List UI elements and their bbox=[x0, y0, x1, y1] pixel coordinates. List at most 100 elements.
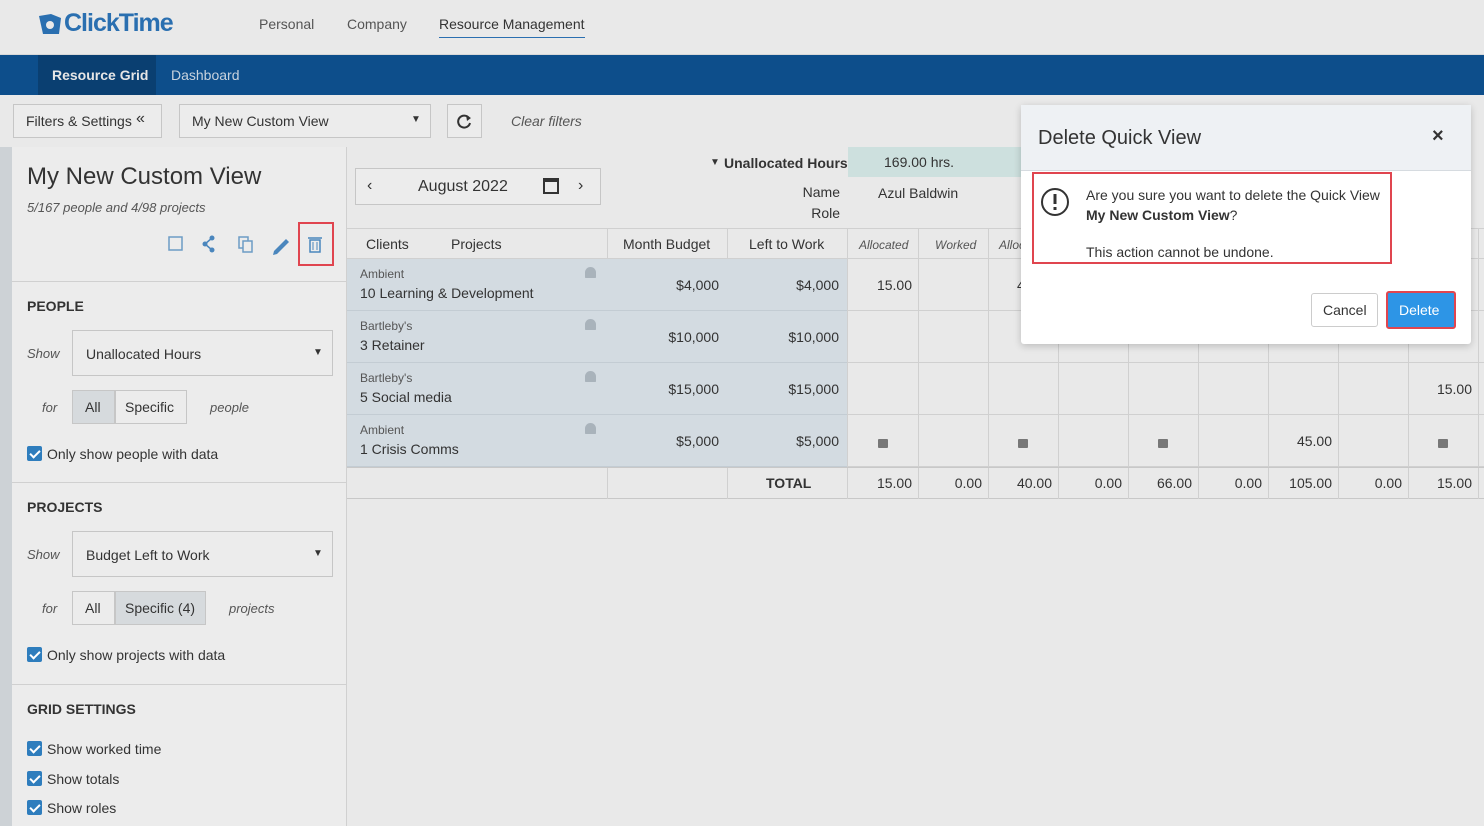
cell-value: 15.00 bbox=[876, 277, 912, 293]
row-line bbox=[848, 414, 1484, 415]
refresh-icon bbox=[457, 114, 471, 129]
dropdown-arrow: ▼ bbox=[313, 347, 323, 358]
total-value: 40.00 bbox=[1016, 475, 1052, 491]
subnav-tab[interactable]: Resource Grid bbox=[52, 67, 149, 83]
left-to-work: $5,000 bbox=[796, 433, 839, 449]
bell-icon bbox=[585, 319, 596, 330]
highlight-message bbox=[1032, 172, 1392, 264]
filters-button[interactable] bbox=[13, 104, 162, 138]
view-select[interactable] bbox=[179, 104, 431, 138]
modal-question: Are you sure you want to delete the Quic… bbox=[1086, 187, 1380, 203]
show-label: Show bbox=[27, 346, 60, 361]
subcolumn-header: Worked bbox=[935, 238, 977, 252]
row-label-cell bbox=[347, 259, 847, 311]
checkbox[interactable] bbox=[27, 770, 42, 786]
column-header: Left to Work bbox=[749, 236, 825, 252]
checkbox[interactable] bbox=[27, 647, 42, 662]
toggle-option[interactable] bbox=[115, 591, 206, 625]
month-label: August 2022 bbox=[418, 178, 508, 195]
subnav-tab[interactable]: Dashboard bbox=[171, 67, 240, 83]
delete-button[interactable] bbox=[1386, 291, 1456, 329]
lock-icon bbox=[878, 439, 888, 448]
sidebar-stripe bbox=[0, 147, 12, 826]
clear-filters[interactable]: Clear filters bbox=[511, 113, 582, 129]
for-label: for bbox=[42, 601, 58, 616]
checkbox-label: Only show people with data bbox=[47, 446, 219, 462]
logo[interactable]: ClickTime bbox=[64, 9, 174, 37]
suffix: people bbox=[210, 400, 250, 415]
total-value: 0.00 bbox=[1234, 475, 1262, 491]
modal-question-line: My New Custom View? bbox=[1086, 207, 1237, 223]
delete-icon[interactable] bbox=[308, 237, 322, 253]
nav-item-active[interactable]: Resource Management bbox=[439, 16, 585, 38]
role-label: Role bbox=[811, 205, 840, 221]
unallocated-cell bbox=[848, 147, 988, 177]
subnav-tab-active bbox=[38, 55, 156, 95]
checkbox[interactable] bbox=[27, 800, 42, 815]
save-icon[interactable] bbox=[168, 236, 183, 251]
toggle-option[interactable] bbox=[115, 390, 187, 424]
lock-icon bbox=[1438, 439, 1448, 448]
highlight-delete bbox=[298, 222, 334, 266]
view-select-value: My New Custom View bbox=[192, 113, 329, 129]
suffix: projects bbox=[229, 601, 275, 616]
section-heading: GRID SETTINGS bbox=[27, 701, 136, 717]
show-select[interactable] bbox=[72, 330, 333, 376]
calendar-icon[interactable] bbox=[543, 178, 559, 194]
month-budget: $10,000 bbox=[668, 329, 719, 345]
bell-icon bbox=[585, 423, 596, 434]
modal-close[interactable]: × bbox=[1432, 125, 1444, 147]
modal-header bbox=[1021, 105, 1471, 171]
column-divider bbox=[1338, 228, 1339, 499]
prev-month[interactable]: ‹ bbox=[367, 177, 373, 194]
modal-question-end: ? bbox=[1229, 207, 1238, 223]
nav-item[interactable]: Company bbox=[347, 16, 407, 32]
sidebar-subtitle: 5/167 people and 4/98 projects bbox=[27, 200, 206, 215]
share-icon[interactable] bbox=[202, 235, 215, 253]
row-label-cell bbox=[347, 415, 847, 467]
copy-icon[interactable] bbox=[238, 236, 253, 253]
total-label: TOTAL bbox=[766, 475, 812, 491]
delete-label: Delete bbox=[1399, 302, 1440, 318]
column-header: Projects bbox=[451, 236, 502, 252]
cell-value: 15.00 bbox=[1436, 381, 1472, 397]
toggle-option[interactable] bbox=[72, 390, 115, 424]
column-divider bbox=[1268, 228, 1269, 499]
month-budget: $15,000 bbox=[668, 381, 719, 397]
cancel-button[interactable] bbox=[1311, 293, 1378, 327]
show-label: Show bbox=[27, 547, 60, 562]
checkbox[interactable] bbox=[27, 741, 42, 756]
top-bar bbox=[0, 0, 1484, 55]
row-line bbox=[848, 466, 1484, 467]
lock-icon bbox=[1158, 439, 1168, 448]
refresh-button[interactable] bbox=[447, 104, 482, 138]
show-select[interactable] bbox=[72, 531, 333, 577]
month-picker[interactable] bbox=[355, 168, 601, 205]
nav-item[interactable]: Personal bbox=[259, 16, 315, 32]
checkbox-label: Show totals bbox=[47, 770, 120, 787]
edit-icon[interactable] bbox=[273, 239, 289, 255]
left-to-work: $4,000 bbox=[796, 277, 839, 293]
row-label-cell bbox=[347, 363, 847, 415]
cell-value: 45.00 bbox=[1296, 433, 1332, 449]
modal: Delete Quick View × Are you sure you wan… bbox=[1021, 105, 1471, 344]
toggle-label: All bbox=[85, 399, 101, 415]
checkbox-label: Only show projects with data bbox=[47, 647, 226, 663]
total-value: 66.00 bbox=[1156, 475, 1192, 491]
column-header: Month Budget bbox=[623, 236, 711, 252]
next-month[interactable]: › bbox=[578, 177, 584, 194]
checkbox-label: Show worked time bbox=[47, 741, 162, 757]
view-actions bbox=[168, 235, 322, 255]
toggle-label: Specific bbox=[125, 399, 175, 415]
toggle-option[interactable] bbox=[72, 591, 115, 625]
row-line bbox=[848, 362, 1484, 363]
left-to-work: $10,000 bbox=[788, 329, 839, 345]
for-label: for bbox=[42, 400, 58, 415]
total-value: 15.00 bbox=[876, 475, 912, 491]
month-budget: $4,000 bbox=[676, 277, 719, 293]
summary-label: Unallocated Hours bbox=[724, 155, 848, 171]
checkbox[interactable] bbox=[27, 446, 42, 461]
show-select-value: Unallocated Hours bbox=[86, 346, 202, 362]
project-name: 5 Social media bbox=[360, 389, 452, 405]
client-name: Bartleby's bbox=[360, 371, 413, 385]
